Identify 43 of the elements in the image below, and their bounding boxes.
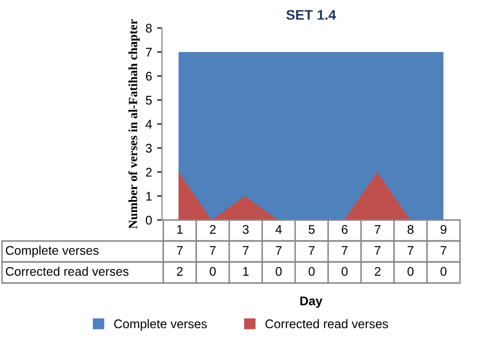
x-tick-label: 6	[342, 225, 348, 234]
y-tick-label: 0	[146, 216, 152, 225]
data-label: 7	[242, 246, 249, 255]
y-axis-title: Number of verses in al-Fatihah chapter	[128, 19, 140, 229]
x-tick-label: 7	[374, 225, 380, 234]
data-label: 0	[440, 267, 447, 276]
data-label: 0	[308, 267, 315, 276]
text: Day	[300, 296, 322, 308]
data-label: 2	[374, 267, 380, 276]
x-tick-label: 4	[275, 225, 282, 234]
legend-label: Complete verses	[114, 319, 207, 331]
y-tick-label: 2	[146, 168, 152, 177]
y-tick-label: 5	[146, 96, 152, 105]
data-label: 0	[408, 267, 414, 276]
x-tick-label: 8	[408, 225, 414, 234]
y-tick-label: 8	[146, 24, 152, 33]
y-tick-label: 4	[146, 120, 152, 129]
data-label: 0	[342, 267, 348, 276]
y-tick-label: 1	[146, 192, 152, 201]
data-label: 0	[210, 267, 216, 276]
data-label: 7	[308, 246, 314, 255]
x-tick-label: 9	[440, 225, 446, 234]
y-tick-label: 7	[146, 48, 152, 57]
chart-title: SET 1.4	[286, 10, 336, 20]
x-tick-label: 3	[242, 225, 249, 234]
data-label: 7	[276, 246, 282, 255]
y-tick-label: 3	[146, 144, 152, 153]
data-label: 7	[374, 246, 380, 255]
data-label: 7	[210, 246, 216, 255]
text: Complete verses	[6, 246, 99, 258]
x-tick-label: 1	[177, 225, 183, 234]
data-label: 7	[408, 246, 414, 255]
y-tick-label: 6	[146, 72, 152, 81]
x-tick-label: 2	[210, 225, 216, 234]
data-label: 1	[243, 267, 249, 276]
text: Corrected read verses	[6, 266, 128, 276]
legend-label: Corrected read verses	[265, 319, 388, 328]
data-label: 0	[276, 267, 282, 276]
data-label: 2	[176, 267, 183, 276]
data-label: 7	[440, 246, 446, 255]
x-tick-label: 5	[308, 225, 315, 234]
data-label: 7	[342, 246, 348, 255]
data-label: 7	[176, 246, 183, 255]
